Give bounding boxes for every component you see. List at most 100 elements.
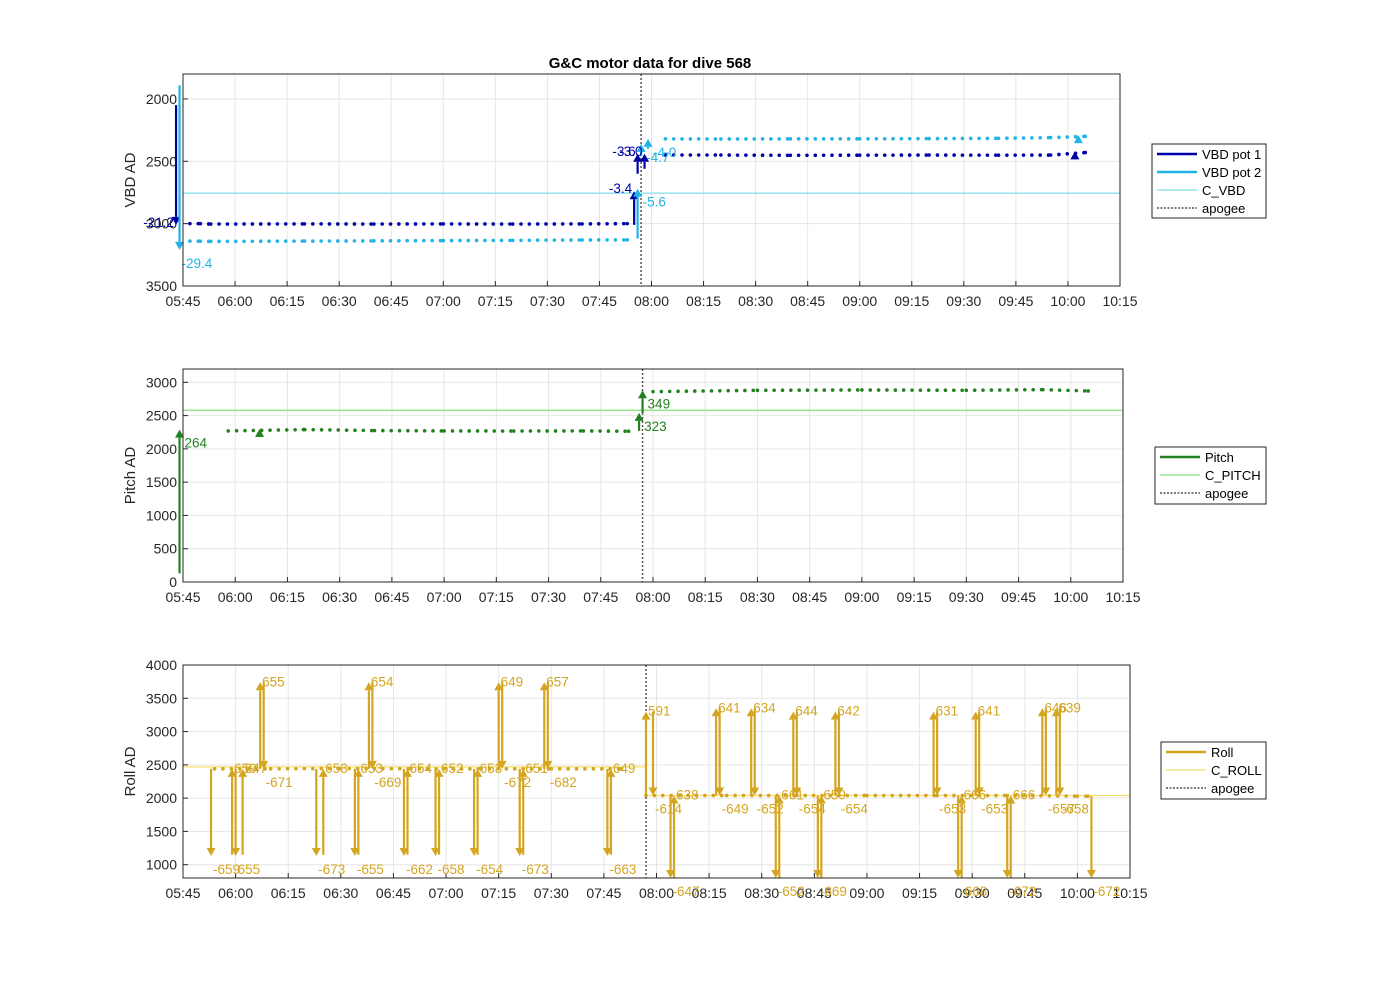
y-tick-label: 1000 xyxy=(146,507,177,523)
data-point xyxy=(285,766,290,771)
x-tick-label: 09:30 xyxy=(946,293,981,309)
legend-label: Roll xyxy=(1211,745,1234,760)
data-point xyxy=(1038,135,1042,140)
data-point xyxy=(459,767,464,771)
data-point xyxy=(926,388,931,392)
data-point xyxy=(352,239,357,243)
move-arrow-head xyxy=(633,153,643,162)
data-point xyxy=(319,239,323,243)
data-point xyxy=(500,429,505,433)
data-point xyxy=(821,153,826,158)
move-value-label: -658 xyxy=(1062,801,1089,816)
data-point xyxy=(915,793,920,798)
data-point xyxy=(1082,389,1087,393)
move-arrow-head xyxy=(929,711,939,720)
data-point xyxy=(381,766,385,771)
data-point xyxy=(719,153,723,157)
move-arrow-head xyxy=(1041,787,1051,796)
y-tick-label: 4000 xyxy=(146,657,177,673)
chart-panels: 05:45 06:00 06:15 06:30 06:45 07:00 07:15 07:30… xyxy=(122,73,1148,901)
move-arrow-head xyxy=(434,768,444,777)
data-point xyxy=(430,222,434,226)
data-point xyxy=(283,222,288,226)
move-arrow-head xyxy=(1051,708,1061,717)
move-value-label: -672 xyxy=(1093,884,1120,899)
move-arrow-head xyxy=(469,848,479,857)
data-point xyxy=(705,153,709,157)
data-point xyxy=(580,238,584,242)
data-point xyxy=(417,767,422,771)
legend-label: VBD pot 1 xyxy=(1202,147,1261,162)
data-point xyxy=(924,153,929,157)
data-point xyxy=(989,388,994,392)
move-value-label: -653 xyxy=(939,801,966,816)
x-tick-label: 06:30 xyxy=(323,885,358,901)
data-point xyxy=(336,766,340,771)
data-point xyxy=(960,136,965,141)
data-point xyxy=(352,222,357,226)
move-value-label: 646 xyxy=(1044,700,1067,715)
move-value-label: 666 xyxy=(1013,787,1036,802)
data-point xyxy=(353,428,357,433)
move-value-label: 657 xyxy=(546,674,569,689)
x-tick-label: 09:15 xyxy=(897,589,932,605)
x-tick-label: 09:00 xyxy=(844,589,879,605)
data-point xyxy=(510,238,515,243)
data-point xyxy=(283,239,288,243)
move-arrow-head xyxy=(813,870,823,878)
move-arrow-head xyxy=(830,711,840,720)
data-point xyxy=(327,766,332,771)
data-point xyxy=(459,429,463,433)
data-point xyxy=(927,153,931,157)
data-point xyxy=(538,767,542,771)
data-point xyxy=(981,388,985,392)
x-tick-label: 10:15 xyxy=(1105,589,1140,605)
move-arrow-head xyxy=(633,188,643,197)
data-point xyxy=(899,153,904,157)
data-point xyxy=(1057,388,1062,392)
data-point xyxy=(1047,794,1052,798)
data-point xyxy=(671,137,676,141)
data-point xyxy=(449,222,454,226)
data-point xyxy=(705,137,709,141)
data-point xyxy=(1014,388,1019,392)
move-value-label: 655 xyxy=(262,674,285,689)
data-point xyxy=(553,429,558,433)
data-point xyxy=(511,429,516,433)
move-arrow-head xyxy=(606,768,616,777)
data-point xyxy=(1074,388,1079,393)
data-point xyxy=(916,153,920,157)
data-point xyxy=(422,429,427,433)
data-point xyxy=(898,793,903,798)
data-point xyxy=(284,428,289,432)
data-point xyxy=(242,222,246,226)
move-arrow-head xyxy=(643,138,653,147)
data-point xyxy=(605,238,609,242)
data-point xyxy=(918,388,923,392)
data-point xyxy=(667,389,672,394)
data-point xyxy=(591,767,596,771)
data-point xyxy=(535,238,540,243)
data-point xyxy=(907,153,912,157)
legend-label: C_VBD xyxy=(1202,183,1245,198)
move-value-label: 649 xyxy=(613,761,636,776)
data-point xyxy=(758,793,763,798)
data-point xyxy=(1038,153,1042,157)
data-point xyxy=(508,238,512,243)
move-arrow-head xyxy=(497,760,507,769)
data-point xyxy=(491,222,496,226)
data-point xyxy=(688,153,693,157)
data-point xyxy=(258,239,263,244)
move-value-label: -671 xyxy=(266,775,293,790)
data-point xyxy=(788,137,793,141)
data-point xyxy=(997,388,1002,392)
x-tick-label: 07:00 xyxy=(426,293,461,309)
data-point xyxy=(1006,388,1010,392)
move-value-label: 264 xyxy=(185,436,208,451)
move-value-label: -3.0 xyxy=(619,144,642,159)
data-point xyxy=(613,238,618,242)
x-tick-label: 08:00 xyxy=(634,293,669,309)
x-tick-label: 06:15 xyxy=(270,589,305,605)
data-point xyxy=(327,239,332,243)
